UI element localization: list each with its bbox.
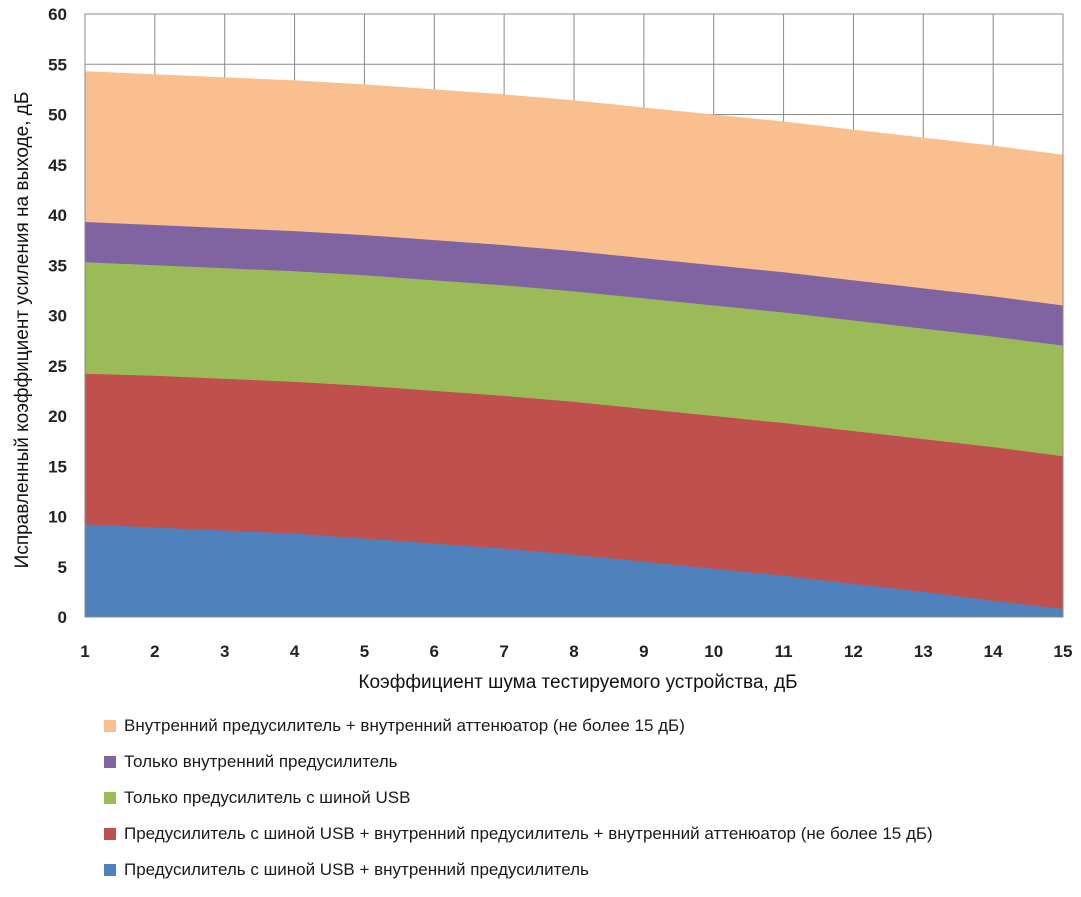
x-tick-label: 3: [220, 642, 229, 661]
legend-item: Только внутренний предусилитель: [104, 744, 1074, 780]
x-tick-label: 5: [360, 642, 369, 661]
legend-label: Только предусилитель с шиной USB: [124, 788, 411, 807]
legend-label: Предусилитель с шиной USB + внутренний п…: [124, 860, 589, 879]
x-tick-label: 2: [150, 642, 159, 661]
y-tick-label: 20: [48, 407, 67, 426]
legend-swatch: [104, 864, 116, 876]
y-tick-label: 40: [48, 206, 67, 225]
legend-swatch: [104, 756, 116, 768]
x-tick-label: 15: [1054, 642, 1073, 661]
x-axis-title: Коэффициент шума тестируемого устройства…: [358, 672, 797, 693]
legend-swatch: [104, 828, 116, 840]
legend-label: Внутренний предусилитель + внутренний ат…: [124, 716, 685, 735]
y-tick-label: 55: [48, 55, 67, 74]
y-axis-ticks: 0 5 10 15 20 25 30 35 40 45 50 55 60: [48, 5, 67, 627]
y-tick-label: 50: [48, 106, 67, 125]
legend-label: Только внутренний предусилитель: [124, 752, 398, 771]
x-tick-label: 4: [290, 642, 300, 661]
plot-border: [84, 13, 1064, 618]
y-tick-label: 15: [48, 457, 67, 476]
x-tick-label: 9: [639, 642, 648, 661]
legend-item: Предусилитель с шиной USB + внутренний п…: [104, 816, 1074, 852]
area-series: [85, 71, 1063, 617]
legend-swatch: [104, 720, 116, 732]
legend-item: Внутренний предусилитель + внутренний ат…: [104, 708, 1074, 744]
x-tick-label: 13: [914, 642, 933, 661]
x-tick-label: 6: [430, 642, 439, 661]
x-tick-label: 8: [569, 642, 578, 661]
y-tick-label: 10: [48, 508, 67, 527]
legend: Внутренний предусилитель + внутренний ат…: [104, 708, 1074, 888]
legend-item: Предусилитель с шиной USB + внутренний п…: [104, 852, 1074, 888]
x-tick-label: 12: [844, 642, 863, 661]
y-tick-label: 25: [48, 357, 67, 376]
y-tick-label: 45: [48, 156, 67, 175]
y-tick-label: 5: [58, 558, 67, 577]
y-tick-label: 30: [48, 307, 67, 326]
x-tick-label: 7: [499, 642, 508, 661]
y-axis-title: Исправленный коэффициент усиления на вых…: [12, 92, 33, 569]
y-tick-label: 35: [48, 256, 67, 275]
x-tick-label: 11: [775, 642, 793, 661]
y-tick-label: 60: [48, 5, 67, 24]
legend-item: Только предусилитель с шиной USB: [104, 780, 1074, 816]
x-tick-label: 14: [984, 642, 1003, 661]
legend-label: Предусилитель с шиной USB + внутренний п…: [124, 824, 933, 843]
x-tick-label: 10: [704, 642, 723, 661]
x-tick-label: 1: [80, 642, 89, 661]
legend-swatch: [104, 792, 116, 804]
x-axis-ticks: 1 2 3 4 5 6 7 8 9 10 11 12 13 14 15: [80, 642, 1072, 661]
area-series-5: [85, 524, 1063, 617]
y-tick-label: 0: [58, 608, 67, 627]
